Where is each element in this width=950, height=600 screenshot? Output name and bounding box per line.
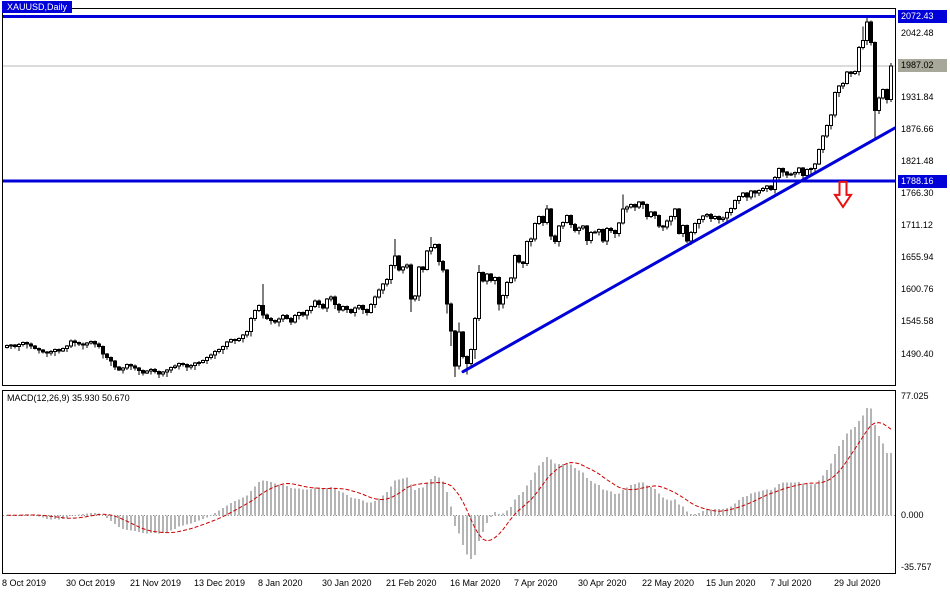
date-tick-label: 21 Nov 2019 — [130, 578, 182, 588]
price-tick-label: 1766.30 — [901, 188, 934, 199]
price-tick-label: 1655.94 — [901, 252, 934, 263]
candlesticks — [5, 14, 893, 379]
macd-indicator-label: MACD(12,26,9) 35.930 50.670 — [7, 393, 130, 403]
date-tick-label: 16 Mar 2020 — [450, 578, 501, 588]
price-tick-label: 1600.76 — [901, 284, 934, 295]
date-tick-label: 7 Apr 2020 — [514, 578, 558, 588]
current-price-badge: 1987.02 — [898, 59, 947, 73]
price-tick-label: 1876.66 — [901, 124, 934, 135]
date-tick-label: 30 Apr 2020 — [578, 578, 627, 588]
date-tick-label: 13 Dec 2019 — [194, 578, 246, 588]
price-tick-label: 1545.58 — [901, 316, 934, 327]
price-tick-label: 1821.48 — [901, 156, 934, 167]
price-tick-label: 1711.12 — [901, 220, 933, 231]
down-arrow-annotation[interactable] — [833, 180, 853, 209]
line-price-badge: 2072.43 — [898, 9, 947, 23]
price-axis[interactable]: 2042.48 1987.02 1931.84 1876.66 1821.48 1766.… — [896, 0, 950, 600]
date-tick-label: 8 Oct 2019 — [2, 578, 47, 588]
price-pane[interactable] — [2, 8, 896, 386]
macd-histogram — [10, 408, 892, 559]
date-tick-label: 30 Oct 2019 — [66, 578, 116, 588]
price-tick-label: 1490.40 — [901, 348, 934, 359]
date-tick-label: 15 Jun 2020 — [706, 578, 756, 588]
macd-tick-label: 77.025 — [901, 391, 929, 401]
price-chart-canvas — [3, 14, 895, 379]
macd-signal-line — [6, 422, 892, 542]
price-tick-label: 1931.84 — [901, 92, 934, 103]
date-tick-label: 22 May 2020 — [642, 578, 695, 588]
date-tick-label: 29 Jul 2020 — [834, 578, 881, 588]
macd-pane[interactable]: MACD(12,26,9) 35.930 50.670 — [2, 390, 896, 574]
date-tick-label: 7 Jul 2020 — [770, 578, 812, 588]
price-tick-label: 2042.48 — [901, 28, 934, 39]
line-price-badge: 1788.16 — [898, 174, 947, 188]
macd-tick-label: -35.757 — [901, 562, 932, 572]
trendline[interactable] — [461, 126, 895, 374]
date-tick-label: 21 Feb 2020 — [386, 578, 437, 588]
macd-tick-label: 0.000 — [901, 509, 924, 520]
date-axis[interactable]: 8 Oct 2019 30 Oct 2019 21 Nov 2019 13 Dec 2… — [0, 578, 950, 596]
macd-chart-canvas — [3, 408, 895, 559]
date-tick-label: 30 Jan 2020 — [322, 578, 372, 588]
symbol-badge: XAUUSD,Daily — [2, 1, 73, 13]
date-tick-label: 8 Jan 2020 — [258, 578, 303, 588]
